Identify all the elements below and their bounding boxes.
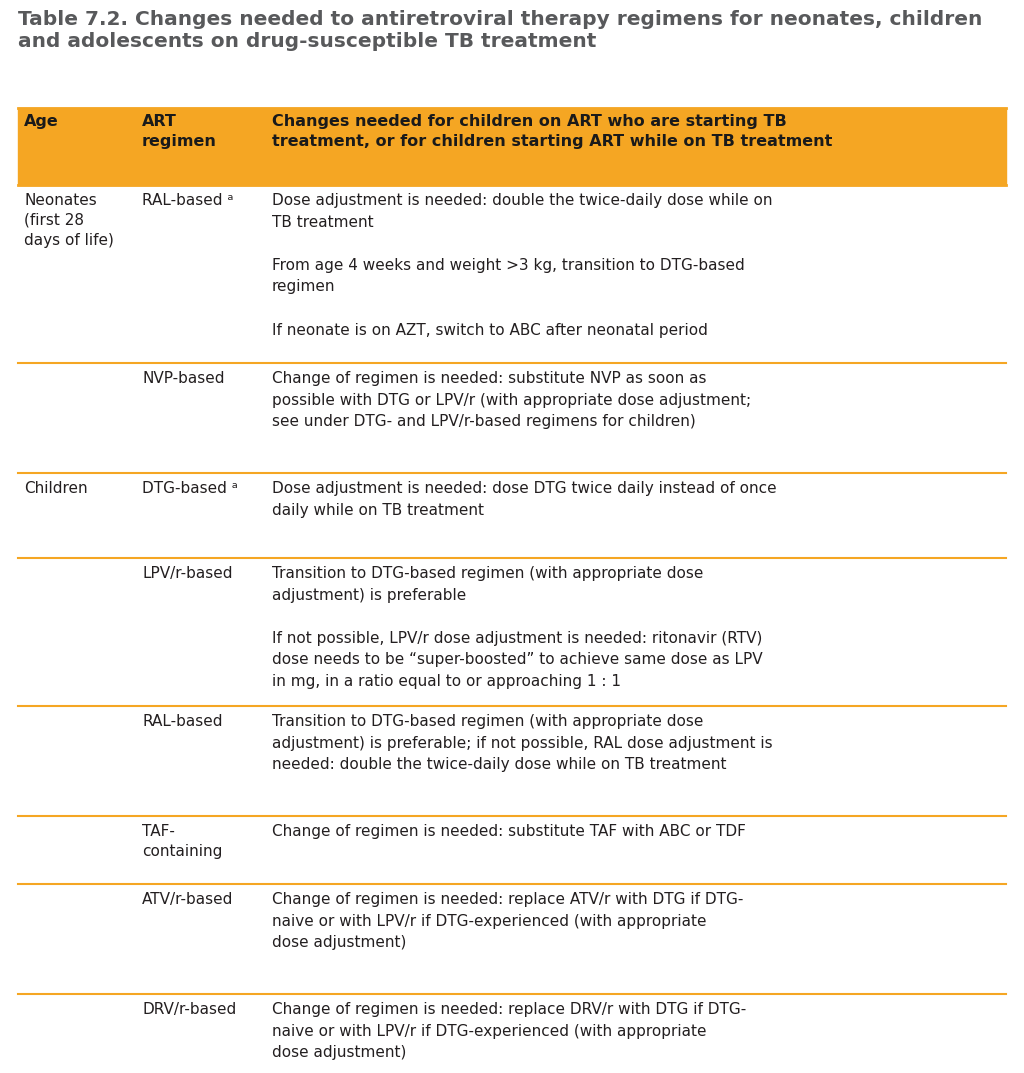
Text: Transition to DTG-based regimen (with appropriate dose
adjustment) is preferable: Transition to DTG-based regimen (with ap… bbox=[272, 565, 763, 689]
Text: DRV/r-based: DRV/r-based bbox=[142, 1002, 237, 1017]
Text: LPV/r-based: LPV/r-based bbox=[142, 565, 232, 580]
Text: Change of regimen is needed: replace DRV/r with DTG if DTG-
naive or with LPV/r : Change of regimen is needed: replace DRV… bbox=[272, 1002, 746, 1060]
Text: NVP-based: NVP-based bbox=[142, 371, 224, 386]
Text: TAF-
containing: TAF- containing bbox=[142, 824, 222, 858]
Text: RAL-based ᵃ: RAL-based ᵃ bbox=[142, 193, 233, 208]
Text: Transition to DTG-based regimen (with appropriate dose
adjustment) is preferable: Transition to DTG-based regimen (with ap… bbox=[272, 714, 773, 773]
Text: Change of regimen is needed: substitute NVP as soon as
possible with DTG or LPV/: Change of regimen is needed: substitute … bbox=[272, 371, 752, 429]
Text: Children: Children bbox=[24, 481, 88, 496]
Text: Table 7.2. Changes needed to antiretroviral therapy regimens for neonates, child: Table 7.2. Changes needed to antiretrovi… bbox=[18, 10, 982, 29]
Text: Change of regimen is needed: substitute TAF with ABC or TDF: Change of regimen is needed: substitute … bbox=[272, 824, 745, 839]
Text: ART
regimen: ART regimen bbox=[142, 114, 217, 149]
Text: Dose adjustment is needed: dose DTG twice daily instead of once
daily while on T: Dose adjustment is needed: dose DTG twic… bbox=[272, 481, 776, 517]
Text: and adolescents on drug-susceptible TB treatment: and adolescents on drug-susceptible TB t… bbox=[18, 32, 596, 52]
Text: Change of regimen is needed: replace ATV/r with DTG if DTG-
naive or with LPV/r : Change of regimen is needed: replace ATV… bbox=[272, 892, 743, 951]
Text: Dose adjustment is needed: double the twice-daily dose while on
TB treatment

Fr: Dose adjustment is needed: double the tw… bbox=[272, 193, 772, 338]
Text: DTG-based ᵃ: DTG-based ᵃ bbox=[142, 481, 238, 496]
Bar bbox=[18, 108, 1006, 185]
Text: Age: Age bbox=[24, 114, 58, 129]
Text: Neonates
(first 28
days of life): Neonates (first 28 days of life) bbox=[24, 193, 114, 248]
Text: Changes needed for children on ART who are starting TB
treatment, or for childre: Changes needed for children on ART who a… bbox=[272, 114, 833, 149]
Text: ATV/r-based: ATV/r-based bbox=[142, 892, 233, 907]
Text: RAL-based: RAL-based bbox=[142, 714, 222, 729]
